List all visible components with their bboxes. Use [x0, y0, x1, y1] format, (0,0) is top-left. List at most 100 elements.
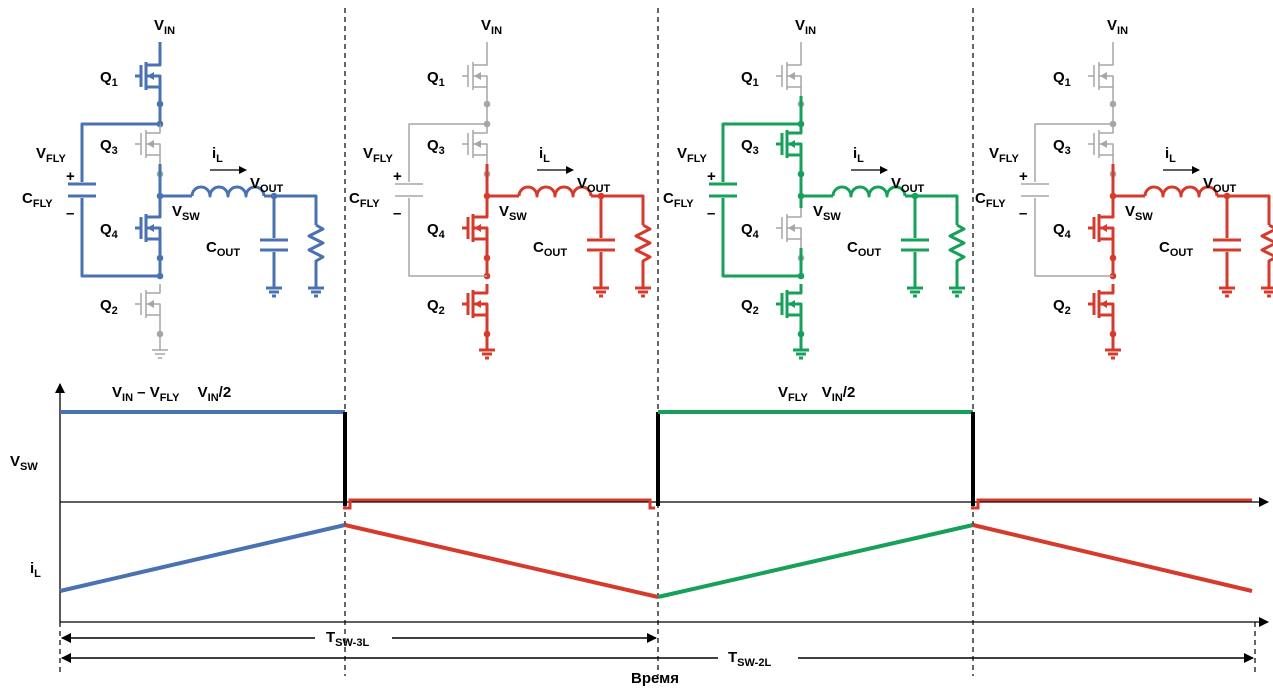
- mosfet-arrow: [147, 224, 154, 232]
- cfly-top-wire: [80, 122, 160, 182]
- vfly-label: VFLY: [36, 145, 66, 165]
- mosfet-arrow: [147, 300, 154, 308]
- mosfet-gate: [462, 133, 469, 155]
- mosfet-drain: [787, 124, 803, 135]
- inductor: [517, 185, 593, 198]
- vfly-label: VFLY: [989, 145, 1019, 165]
- il-axis-label: iL: [30, 560, 41, 580]
- vsw-label: VSW: [1125, 203, 1153, 223]
- mosfet-arrow: [474, 224, 481, 232]
- ground-symbol: [635, 282, 651, 298]
- cout-label: COUT: [847, 239, 881, 259]
- il-phase-4: [972, 523, 1253, 593]
- il-phase-2: [344, 523, 659, 599]
- mosfet-arrow: [474, 140, 481, 148]
- mosfet-arrow: [1100, 140, 1107, 148]
- mosfet-gate: [135, 293, 142, 315]
- mosfet-source: [473, 154, 488, 164]
- mosfet-drain: [1099, 208, 1115, 219]
- cfly-plates: [1021, 183, 1049, 197]
- il-label: iL: [539, 145, 550, 165]
- cfly-bottom-wire: [1034, 198, 1113, 277]
- il-label: iL: [853, 145, 864, 165]
- inductor: [831, 185, 907, 198]
- vsw-phase-2: [343, 498, 655, 510]
- mosfet-gate: [776, 65, 783, 87]
- mosfet-source: [787, 313, 803, 324]
- q2-switch-label: Q2: [1053, 297, 1071, 317]
- cfly-bottom-wire: [408, 198, 487, 277]
- il-phase-1: [59, 523, 346, 593]
- mosfet-drain: [473, 284, 489, 295]
- mosfet-gate: [1088, 65, 1095, 87]
- inductor: [190, 185, 266, 198]
- waveform-labels: VIN – VFLY VIN/2 VFLY VIN/2 VSW iL: [10, 384, 855, 580]
- mosfet-arrow: [1100, 224, 1107, 232]
- vin-label: VIN: [1107, 17, 1128, 37]
- mosfet-source: [473, 86, 488, 96]
- mosfet-gate: [462, 217, 470, 239]
- ground-symbol: [1219, 282, 1235, 298]
- mosfet-gate: [1088, 217, 1096, 239]
- cout-capacitor: [901, 196, 929, 282]
- mosfet-source: [1099, 313, 1115, 324]
- ground-symbol: [308, 282, 324, 298]
- mosfet-source: [1099, 237, 1115, 248]
- vsw-label: VSW: [172, 203, 200, 223]
- q3-switch-label: Q3: [1053, 137, 1071, 157]
- q2-switch: Q2: [100, 284, 161, 324]
- mosfet-drain: [1099, 284, 1115, 295]
- tsw2l-label: TSW-2L: [728, 649, 771, 669]
- vin-label: VIN: [154, 17, 175, 37]
- mosfet-gate: [776, 293, 784, 315]
- output-wire: [905, 194, 959, 225]
- circuit-phase-2: VIN Q1 Q3 Q4 Q2 VFLY CFLY + – iL VOUT VSW COUT: [349, 17, 652, 360]
- q3-switch: Q3: [741, 124, 803, 164]
- q2-switch-label: Q2: [100, 297, 118, 317]
- circuit-phase-3: VIN Q1 Q3 Q4 Q2 VFLY CFLY + – iL VOUT VSW COUT: [663, 17, 966, 360]
- q1-switch-label: Q1: [100, 69, 118, 89]
- q3-switch: Q3: [100, 124, 161, 164]
- cout-capacitor: [1213, 196, 1241, 282]
- vout-label: VOUT: [250, 175, 284, 195]
- q4-switch-label: Q4: [100, 221, 119, 241]
- load-resistor: [948, 223, 966, 282]
- circuit-schematics: VIN Q1 Q3 Q4 Q2 VFLY CFLY + – iL VOUT VSW COUT VIN Q1 Q…: [22, 17, 1273, 360]
- cout-capacitor: [260, 196, 288, 282]
- mosfet-source: [146, 237, 162, 248]
- mosfet-drain: [473, 56, 488, 66]
- mosfet-gate: [462, 65, 469, 87]
- mosfet-source: [473, 313, 489, 324]
- q1-switch-label: Q1: [1053, 69, 1071, 89]
- mosfet-source: [1099, 154, 1114, 164]
- q4-switch-label: Q4: [427, 221, 446, 241]
- q3-switch-label: Q3: [741, 137, 759, 157]
- mosfet-drain: [473, 124, 488, 134]
- level-label-1: VIN – VFLY VIN/2: [112, 384, 231, 404]
- vsw-label: VSW: [499, 203, 527, 223]
- phase-boundaries: [59, 8, 1256, 676]
- mosfet-gate: [1088, 133, 1095, 155]
- il-label: iL: [212, 145, 223, 165]
- ground-symbol: [593, 282, 609, 298]
- ground-symbol: [266, 282, 282, 298]
- vout-label: VOUT: [577, 175, 611, 195]
- q2-switch-label: Q2: [427, 297, 445, 317]
- circuit-phase-1: VIN Q1 Q3 Q4 Q2 VFLY CFLY + – iL VOUT VSW COUT: [22, 17, 325, 359]
- mosfet-drain: [787, 208, 802, 218]
- q1-switch: Q1: [100, 56, 162, 96]
- mosfet-source: [146, 154, 161, 164]
- q1-switch-label: Q1: [427, 69, 445, 89]
- load-resistor: [307, 223, 325, 282]
- q3-switch-label: Q3: [100, 137, 118, 157]
- cfly-plus: +: [1019, 168, 1028, 185]
- vin-label: VIN: [795, 17, 816, 37]
- vout-label: VOUT: [1203, 175, 1237, 195]
- cout-label: COUT: [1159, 239, 1193, 259]
- time-axis-label: Время: [631, 670, 679, 687]
- mosfet-source: [473, 237, 489, 248]
- output-wire: [1217, 194, 1271, 225]
- mosfet-gate: [776, 133, 784, 155]
- mosfet-arrow: [1100, 72, 1107, 80]
